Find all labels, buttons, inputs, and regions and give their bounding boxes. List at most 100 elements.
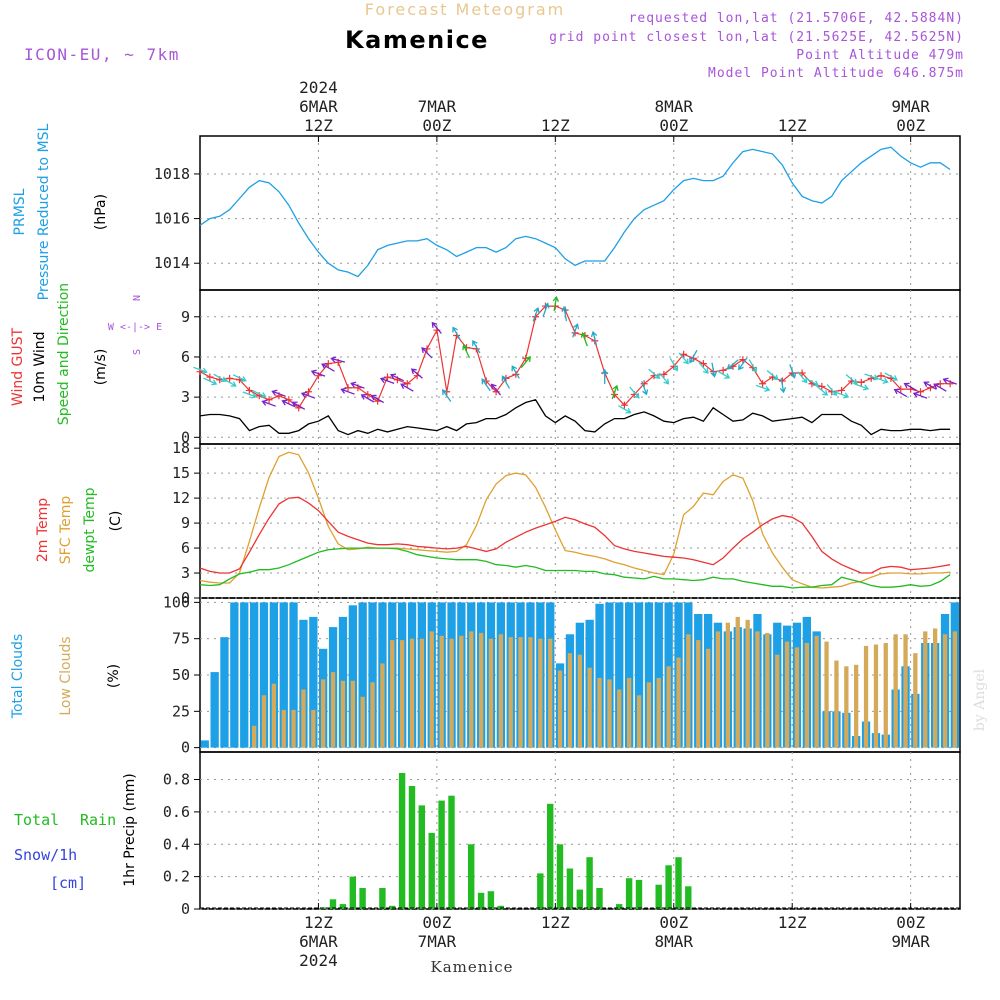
low-cloud-bar <box>942 634 948 748</box>
compass-north: N <box>132 295 143 301</box>
total-cloud-bar <box>259 602 269 748</box>
wind-direction-arrow <box>678 352 689 365</box>
low-cloud-bar <box>400 640 405 748</box>
low-cloud-bar <box>518 637 523 748</box>
gust-point <box>699 360 707 368</box>
precip-bar <box>625 878 633 909</box>
gust-point <box>305 388 313 396</box>
y-tick-label: 0 <box>181 739 190 757</box>
wind-direction-arrow <box>561 306 568 322</box>
wind-direction-arrow <box>532 307 540 322</box>
wind-direction-arrow <box>242 391 258 399</box>
precip-bar <box>418 805 425 909</box>
low-cloud-bar <box>271 683 276 748</box>
bottom-time-label: 00Z <box>659 913 688 932</box>
wind-direction-arrow <box>542 302 550 317</box>
model-altitude: Model Point Altitude 646.875m <box>708 66 964 81</box>
y-tick-label: 9 <box>181 308 190 326</box>
bottom-time-label: 9MAR <box>891 932 930 951</box>
wind-direction-arrow <box>710 362 718 378</box>
low-cloud-bar <box>696 640 701 748</box>
total-cloud-bar <box>210 672 219 748</box>
precip-bar <box>596 888 603 909</box>
precip-bar <box>556 844 564 909</box>
precip-bar <box>379 888 386 909</box>
pressure-label-unit: (hPa) <box>93 194 109 230</box>
wind-direction-arrow <box>912 391 928 399</box>
series-line-prmsl <box>199 146 951 278</box>
precip-bar <box>586 857 593 909</box>
wind-direction-arrow <box>755 384 771 392</box>
wind-direction-arrow <box>845 374 858 385</box>
low-cloud-bar <box>666 666 671 748</box>
low-cloud-bar <box>883 643 888 748</box>
bottom-time-label: 12Z <box>541 913 570 932</box>
top-time-label: 2024 <box>299 78 338 97</box>
low-cloud-bar <box>903 634 908 748</box>
precip-bar <box>477 892 485 909</box>
precip-bar <box>448 795 455 909</box>
wind-direction-arrow <box>511 365 520 379</box>
low-cloud-bar <box>439 635 444 748</box>
top-time-label: 12Z <box>778 116 807 135</box>
wind-direction-arrow <box>340 387 355 395</box>
point-altitude: Point Altitude 479m <box>796 48 964 63</box>
bottom-time-label: 00Z <box>422 913 451 932</box>
top-time-label: 6MAR <box>299 97 338 116</box>
series-line-dewpt-temp <box>199 547 951 589</box>
wind-direction-arrow <box>501 375 511 389</box>
wind-direction-arrow <box>779 378 787 394</box>
y-tick-label: 25 <box>172 702 190 720</box>
precip-legend-unit: [cm] <box>50 874 86 892</box>
series-line-2m-temp <box>199 496 951 574</box>
precip-axis-label: 1hr Precip (mm) <box>122 773 138 886</box>
wind-label-dir: Speed and Direction <box>56 283 72 425</box>
precip-bar <box>389 905 396 909</box>
low-cloud-bar <box>676 657 681 748</box>
precip-bar <box>497 905 504 909</box>
low-cloud-bar <box>607 679 612 748</box>
total-cloud-bar <box>625 602 634 748</box>
precip-bar <box>438 800 445 909</box>
gust-point <box>818 382 826 390</box>
bottom-time-label: 00Z <box>896 913 925 932</box>
precip-legend-total: Total <box>14 811 59 829</box>
wind-direction-arrow <box>400 383 414 392</box>
wind-direction-arrow <box>933 383 947 392</box>
low-cloud-bar <box>479 632 484 748</box>
low-cloud-bar <box>321 679 326 748</box>
precip-bar <box>566 868 574 909</box>
wind-direction-arrow <box>854 383 870 391</box>
wind-direction-arrow <box>300 391 316 399</box>
y-tick-label: 1018 <box>154 165 190 183</box>
bottom-time-label: 7MAR <box>418 932 457 951</box>
wind-direction-arrow <box>490 383 502 396</box>
y-tick-label: 15 <box>172 464 190 482</box>
wind-label-10m: 10m Wind <box>32 331 48 402</box>
wind-direction-arrow <box>462 344 471 359</box>
wind-direction-arrow <box>520 355 531 369</box>
wind-direction-arrow <box>716 370 731 379</box>
wind-direction-arrow <box>481 378 491 392</box>
precip-bar <box>537 873 544 909</box>
wind-direction-arrow <box>452 326 461 340</box>
low-cloud-bar <box>844 666 849 748</box>
wind-direction-arrow <box>552 295 560 312</box>
low-cloud-bar <box>419 638 424 748</box>
low-cloud-bar <box>784 641 790 748</box>
low-cloud-bar <box>301 689 306 748</box>
wind-direction-arrow <box>321 363 335 372</box>
precip-bar <box>428 832 435 909</box>
total-cloud-bar <box>289 602 298 748</box>
total-cloud-bar <box>644 602 654 748</box>
precip-bar <box>359 888 366 909</box>
wind-direction-arrow <box>203 377 218 386</box>
wind-direction-arrow <box>658 372 670 385</box>
low-cloud-bar <box>854 664 859 748</box>
total-cloud-bar <box>200 740 209 748</box>
wind-direction-arrow <box>893 388 908 398</box>
low-cloud-bar <box>627 677 632 748</box>
gust-point <box>620 401 628 409</box>
temperature-panel <box>199 443 961 599</box>
temp-label-sfc: SFC Temp <box>58 496 74 565</box>
